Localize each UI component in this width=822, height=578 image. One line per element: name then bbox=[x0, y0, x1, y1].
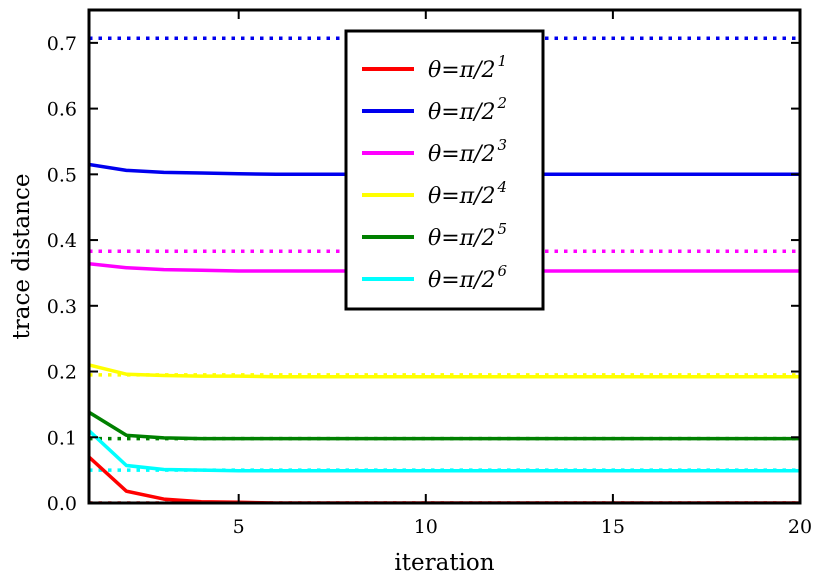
y-tick-label: 0.0 bbox=[47, 493, 77, 515]
legend-entry-3: θ=π/2 3 bbox=[428, 136, 507, 167]
y-tick-label: 0.2 bbox=[47, 362, 77, 384]
legend: θ=π/2 1 θ=π/2 2 θ=π/2 3 θ=π/2 4 θ=π/2 5 θ=π/2 6 bbox=[344, 29, 545, 311]
y-tick-label: 0.6 bbox=[47, 99, 77, 121]
legend-entry-1: θ=π/2 1 bbox=[428, 52, 507, 83]
y-tick-labels: 0.0 0.1 0.2 0.3 0.4 0.5 0.6 0.7 bbox=[47, 33, 77, 515]
series-line-1 bbox=[89, 455, 800, 503]
x-tick-label: 10 bbox=[414, 516, 438, 538]
x-tick-label: 20 bbox=[788, 516, 812, 538]
y-tick-label: 0.5 bbox=[47, 164, 77, 186]
series-line-5 bbox=[89, 410, 800, 441]
y-tick-label: 0.1 bbox=[47, 427, 77, 449]
series-line-4 bbox=[89, 363, 800, 379]
y-axis-label: trace distance bbox=[9, 174, 35, 340]
legend-entry-4: θ=π/2 4 bbox=[428, 178, 507, 209]
legend-exponent: 6 bbox=[498, 262, 508, 280]
legend-entry-2: θ=π/2 2 bbox=[428, 94, 507, 125]
legend-entry-6: θ=π/2 6 bbox=[428, 262, 508, 293]
legend-exponent: 2 bbox=[497, 94, 508, 112]
legend-box bbox=[344, 29, 545, 311]
plot-frame bbox=[87, 8, 802, 505]
y-tick-label: 0.7 bbox=[47, 33, 77, 55]
x-tick-labels: 5 10 15 20 bbox=[233, 516, 812, 538]
legend-exponent: 4 bbox=[497, 178, 508, 196]
x-tick-label: 15 bbox=[601, 516, 625, 538]
legend-exponent: 5 bbox=[498, 220, 508, 238]
axis-ticks bbox=[89, 10, 801, 504]
legend-exponent: 1 bbox=[498, 52, 508, 70]
legend-entry-5: θ=π/2 5 bbox=[428, 220, 507, 251]
y-tick-label: 0.3 bbox=[47, 296, 77, 318]
x-axis-label: iteration bbox=[394, 550, 494, 576]
legend-exponent: 3 bbox=[498, 136, 508, 154]
y-tick-label: 0.4 bbox=[47, 230, 77, 252]
x-tick-label: 5 bbox=[233, 516, 245, 538]
series-line-6 bbox=[89, 429, 800, 473]
